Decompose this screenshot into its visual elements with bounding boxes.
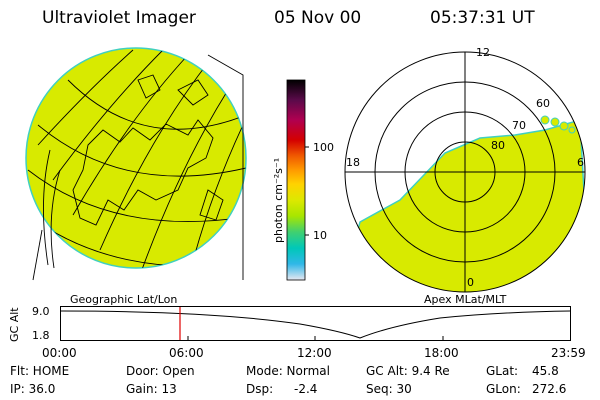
altitude-xtick-1: 06:00 bbox=[169, 346, 204, 360]
status-gc-alt: GC Alt: 9.4 Re bbox=[366, 364, 450, 378]
app-title: Ultraviolet Imager bbox=[42, 8, 196, 28]
status-glat-value: 45.8 bbox=[532, 364, 559, 378]
status-mode: Mode: Normal bbox=[246, 364, 330, 378]
altitude-xtick-3: 18:00 bbox=[424, 346, 459, 360]
colorbar-tick-10: 10 bbox=[313, 229, 327, 242]
lat-label-60: 60 bbox=[536, 97, 550, 110]
altitude-xtick-4: 23:59 bbox=[551, 346, 586, 360]
mlt-label-6: 6 bbox=[577, 156, 584, 169]
status-door: Door: Open bbox=[126, 364, 195, 378]
map-caption: Geographic Lat/Lon bbox=[70, 293, 178, 306]
altitude-ytick-low: 1.8 bbox=[32, 329, 50, 342]
mlt-label-0: 0 bbox=[467, 276, 474, 289]
colorbar bbox=[286, 79, 309, 281]
altitude-xtick-0: 00:00 bbox=[42, 346, 77, 360]
lat-label-80: 80 bbox=[491, 139, 505, 152]
mlt-label-18: 18 bbox=[346, 156, 360, 169]
status-seq: Seq: 30 bbox=[366, 382, 412, 396]
lat-label-70: 70 bbox=[512, 119, 526, 132]
status-gain: Gain: 13 bbox=[126, 382, 177, 396]
time-label: 05:37:31 UT bbox=[430, 8, 535, 28]
status-dsp-label: Dsp: bbox=[246, 382, 274, 396]
geographic-map bbox=[25, 47, 247, 281]
mlt-label-12: 12 bbox=[476, 46, 490, 59]
status-dsp-value: -2.4 bbox=[294, 382, 318, 396]
altitude-plot bbox=[60, 306, 571, 341]
date-label: 05 Nov 00 bbox=[274, 8, 362, 28]
polar-plot bbox=[344, 51, 586, 293]
polar-caption: Apex MLat/MLT bbox=[424, 293, 507, 306]
status-ip: IP: 36.0 bbox=[10, 382, 56, 396]
status-flt: Flt: HOME bbox=[10, 364, 70, 378]
altitude-ytick-high: 9.0 bbox=[32, 305, 50, 318]
status-glon-value: 272.6 bbox=[532, 382, 567, 396]
status-glat-label: GLat: bbox=[486, 364, 519, 378]
status-glon-label: GLon: bbox=[486, 382, 521, 396]
colorbar-tick-100: 100 bbox=[313, 141, 334, 154]
colorbar-unit-label: photon cm⁻²s⁻¹ bbox=[272, 157, 285, 243]
altitude-xtick-2: 12:00 bbox=[297, 346, 332, 360]
altitude-curve bbox=[60, 310, 571, 339]
altitude-ylabel: GC Alt bbox=[8, 307, 21, 342]
